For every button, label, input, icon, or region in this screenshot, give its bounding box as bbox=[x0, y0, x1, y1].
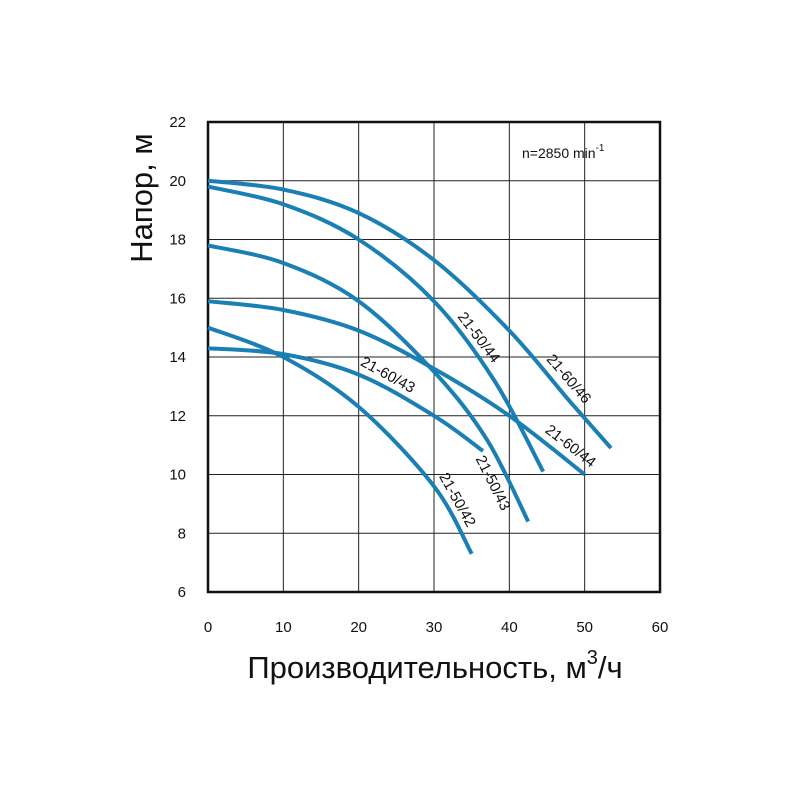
plot-border bbox=[206, 120, 662, 594]
series-lines bbox=[207, 178, 613, 555]
x-tick-label: 0 bbox=[204, 619, 212, 636]
grid bbox=[207, 121, 661, 593]
y-axis-title: Напор, м bbox=[124, 133, 159, 262]
series-line bbox=[207, 178, 613, 450]
series-line bbox=[207, 243, 530, 523]
y-tick-label: 10 bbox=[169, 467, 186, 484]
y-tick-label: 14 bbox=[169, 349, 186, 366]
series-line bbox=[207, 184, 545, 473]
series-line bbox=[207, 325, 474, 555]
series-labels: 21-60/4621-50/4421-60/4421-50/4321-60/43… bbox=[358, 309, 599, 530]
x-tick-label: 20 bbox=[350, 619, 367, 636]
x-axis-title: Производительность, м3/ч bbox=[247, 647, 622, 685]
y-tick-label: 12 bbox=[169, 408, 186, 425]
y-tick-label: 6 bbox=[178, 584, 186, 601]
x-tick-label: 40 bbox=[501, 619, 518, 636]
y-tick-label: 16 bbox=[169, 290, 186, 307]
speed-annotation: n=2850 min-1 bbox=[522, 143, 605, 161]
y-tick-label: 8 bbox=[178, 525, 186, 542]
series-label: 21-50/43 bbox=[472, 453, 514, 514]
series-line bbox=[207, 299, 586, 477]
x-tick-label: 30 bbox=[426, 619, 443, 636]
plot-frame bbox=[206, 120, 662, 594]
x-tick-label: 60 bbox=[652, 619, 669, 636]
tick-labels: 0 10 20 30 40 50 60 6 8 10 12 14 16 18 20 22 bbox=[169, 114, 668, 636]
y-tick-label: 22 bbox=[169, 114, 186, 131]
x-tick-label: 50 bbox=[576, 619, 593, 636]
series-line bbox=[207, 346, 485, 453]
y-tick-label: 18 bbox=[169, 232, 186, 249]
y-tick-label: 20 bbox=[169, 173, 186, 190]
x-tick-label: 10 bbox=[275, 619, 292, 636]
